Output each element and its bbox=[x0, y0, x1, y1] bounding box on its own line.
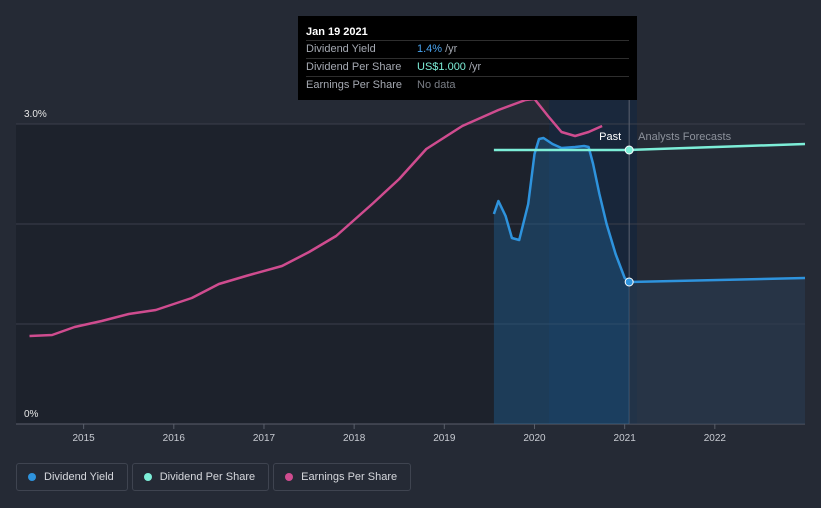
tooltip-date: Jan 19 2021 bbox=[306, 26, 368, 38]
tooltip-value: 1.4% bbox=[417, 43, 443, 55]
y-tick-label: 0% bbox=[24, 409, 39, 420]
dividend-yield-marker bbox=[624, 277, 634, 287]
plot-past-background bbox=[16, 124, 637, 424]
legend-dot-icon bbox=[28, 473, 36, 481]
dividend-per-share-marker bbox=[624, 145, 634, 155]
highlight-band bbox=[549, 100, 637, 424]
dividend-per-share-forecast-line bbox=[629, 142, 806, 152]
legend-dot-icon bbox=[143, 473, 152, 481]
legend-item-earnings-per-share[interactable]: Earnings Per Share bbox=[273, 463, 412, 491]
tooltip-row-earnings-per-share: Earnings Per Share No data bbox=[306, 76, 629, 94]
legend-label: Dividend Per Share bbox=[159, 471, 256, 483]
x-tick-label: 2017 bbox=[253, 433, 276, 444]
x-tick-label: 2015 bbox=[73, 433, 96, 444]
legend-item-dividend-yield[interactable]: Dividend Yield bbox=[16, 463, 128, 491]
tooltip-value: US$1.000 bbox=[417, 61, 466, 73]
legend-label: Earnings Per Share bbox=[301, 471, 398, 483]
x-tick-label: 2019 bbox=[433, 433, 456, 444]
past-label: Past bbox=[599, 131, 621, 143]
x-tick-label: 2020 bbox=[523, 433, 546, 444]
legend: Dividend Yield Dividend Per Share Earnin… bbox=[16, 463, 412, 491]
tooltip-label: Earnings Per Share bbox=[306, 79, 402, 91]
legend-dot-icon bbox=[285, 473, 294, 481]
y-tick-label: 3.0% bbox=[24, 109, 47, 120]
tooltip-row-dividend-per-share: Dividend Per Share US$1.000/yr bbox=[306, 58, 629, 76]
x-tick-label: 2021 bbox=[614, 433, 637, 444]
tooltip-value: No data bbox=[417, 79, 456, 91]
forecast-label: Analysts Forecasts bbox=[638, 131, 731, 143]
dividend-yield-forecast-line bbox=[629, 276, 806, 284]
x-tick-label: 2016 bbox=[163, 433, 186, 444]
tooltip-unit: /yr bbox=[445, 43, 458, 55]
x-tick-label: 2022 bbox=[704, 433, 727, 444]
legend-item-dividend-per-share[interactable]: Dividend Per Share bbox=[131, 463, 270, 491]
dividend-yield-forecast-area bbox=[629, 278, 805, 424]
dividend-yield-line bbox=[492, 136, 631, 283]
tooltip-unit: /yr bbox=[468, 61, 482, 73]
tooltip-label: Dividend Yield bbox=[306, 43, 376, 55]
tooltip-label: Dividend Per Share bbox=[306, 61, 402, 73]
tooltip: Jan 19 2021 Dividend Yield 1.4%/yr Divid… bbox=[298, 16, 637, 100]
tooltip-row-dividend-yield: Dividend Yield 1.4%/yr bbox=[306, 40, 629, 58]
earnings-per-share-line bbox=[29, 97, 603, 338]
legend-label: Dividend Yield bbox=[44, 471, 114, 483]
x-tick-label: 2018 bbox=[343, 433, 366, 444]
